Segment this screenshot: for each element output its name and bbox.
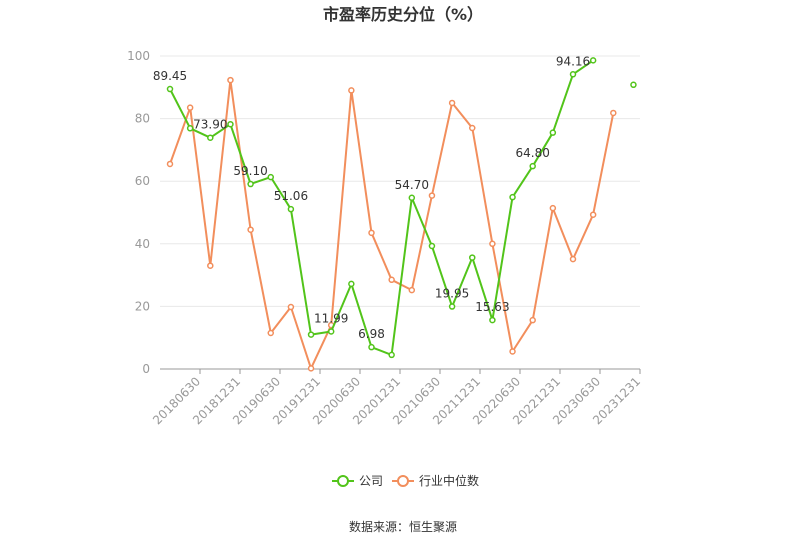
data-point [348,87,355,94]
data-labels: 89.45 73.90 59.10 51.06 11.99 6.98 54.70 19.95 1… [153,54,590,341]
data-point [207,262,214,269]
data-point [610,109,617,117]
series-industry-median [166,76,617,372]
data-point [287,205,295,213]
data-point [549,204,557,212]
data-label: 6.98 [358,327,385,341]
data-point [388,276,395,284]
data-label: 94.16 [556,54,590,68]
data-point [408,194,416,202]
data-label: 59.10 [233,164,267,178]
y-tick-label: 0 [142,362,150,376]
source-note: 数据来源：恒生聚源 [349,519,457,534]
data-point [307,365,315,372]
data-label: 54.70 [395,178,429,192]
data-point [368,343,375,351]
data-point [227,76,234,84]
y-axis: 0 20 40 60 80 100 [127,49,150,376]
y-tick-label: 20 [135,299,150,313]
y-tick-label: 100 [127,49,150,63]
data-point [630,81,637,89]
data-point [529,162,536,170]
data-point [569,71,577,78]
data-point [348,280,355,288]
grid [160,55,640,307]
data-label: 64.80 [516,146,550,160]
data-point [589,211,597,218]
legend-label: 行业中位数 [419,473,479,488]
data-point [186,125,194,132]
legend-label: 公司 [359,474,383,488]
data-point [589,57,597,64]
data-point [549,129,557,136]
x-axis: 2018063020181231201906302019123120200630… [150,368,643,427]
y-tick-label: 40 [135,237,150,251]
data-point [408,286,416,294]
data-point [469,124,476,132]
series-layer [166,57,637,372]
data-point [247,180,254,188]
data-point [227,120,234,128]
data-point [368,229,375,237]
data-point [267,173,274,181]
data-point [448,303,456,310]
data-point [489,316,496,324]
y-tick-label: 60 [135,174,150,188]
data-point [166,160,174,168]
legend[interactable]: 公司 行业中位数 [332,473,479,488]
series-line [169,79,615,370]
data-point [267,329,274,337]
data-point [307,331,315,338]
data-point [247,226,254,233]
data-point [509,193,516,201]
data-point [448,99,456,107]
legend-marker [397,475,409,487]
data-point [569,255,577,263]
y-tick-label: 80 [135,112,150,126]
data-label: 73.90 [193,118,227,132]
data-point [388,351,395,359]
data-label: 89.45 [153,69,187,83]
data-point [489,240,496,248]
data-label: 15.63 [475,300,509,314]
data-point [428,192,436,199]
data-point [509,348,516,355]
data-point [186,104,194,111]
data-point [469,254,476,261]
legend-item-company[interactable]: 公司 [332,474,383,488]
legend-item-industry-median[interactable]: 行业中位数 [392,473,479,488]
data-point [166,85,174,93]
data-point [287,303,295,311]
data-point [529,316,536,324]
data-point [327,328,335,335]
data-label: 51.06 [274,189,308,203]
data-point [428,242,436,250]
data-label: 19.95 [435,287,469,301]
legend-marker [337,475,349,487]
data-point [207,134,214,141]
chart-title: 市盈率历史分位（%） [323,5,483,24]
series-line [169,59,594,356]
data-label: 11.99 [314,311,348,325]
series-company [166,57,637,359]
